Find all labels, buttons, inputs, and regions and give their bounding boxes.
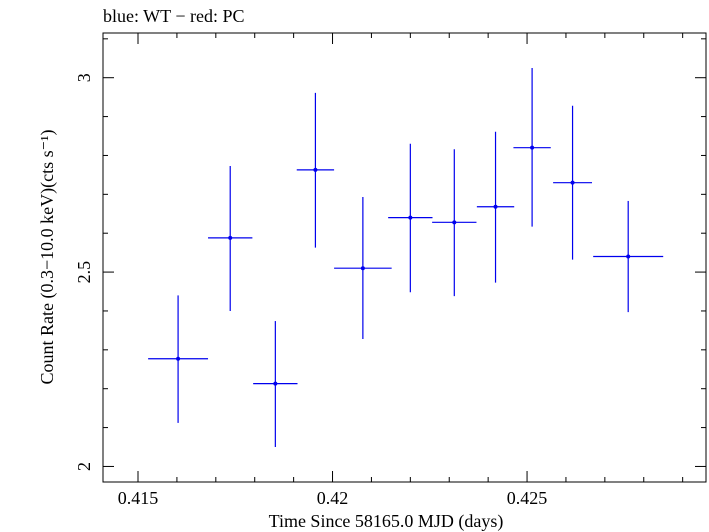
x-tick-label: 0.425 [507,488,548,508]
point-marker [313,167,318,172]
data-point [476,131,515,283]
point-marker [360,266,365,271]
data-point [253,321,298,448]
data-point [513,67,551,227]
plot-frame [102,32,707,483]
axis-tick-labels: 0.415 0.42 0.425 2 2.5 3 [74,73,547,508]
x-tick-label: 0.415 [118,488,159,508]
point-marker [570,180,575,185]
data-point [553,105,593,260]
data-point [432,149,477,297]
x-tick-label: 0.42 [317,488,349,508]
y-tick-label: 2 [74,462,94,471]
point-marker [408,215,413,220]
y-tick-label: 3 [74,73,94,82]
data-point [388,143,433,293]
data-point [593,200,664,313]
axis-ticks [103,33,706,482]
x-axis-label: Time Since 58165.0 MJD (days) [269,511,504,532]
chart-title: blue: WT − red: PC [103,6,244,26]
data-point [208,165,253,311]
point-marker [228,235,233,240]
data-point [148,295,209,423]
point-marker [626,254,631,259]
point-marker [493,204,498,209]
y-axis-label: Count Rate (0.3−10.0 keV)(cts s⁻¹) [37,129,58,384]
data-point [296,92,335,248]
point-marker [530,145,535,150]
point-marker [273,381,278,386]
data-point [334,197,392,339]
data-series [148,67,664,448]
point-marker [176,356,181,361]
point-marker [452,220,457,225]
y-tick-label: 2.5 [74,261,94,284]
